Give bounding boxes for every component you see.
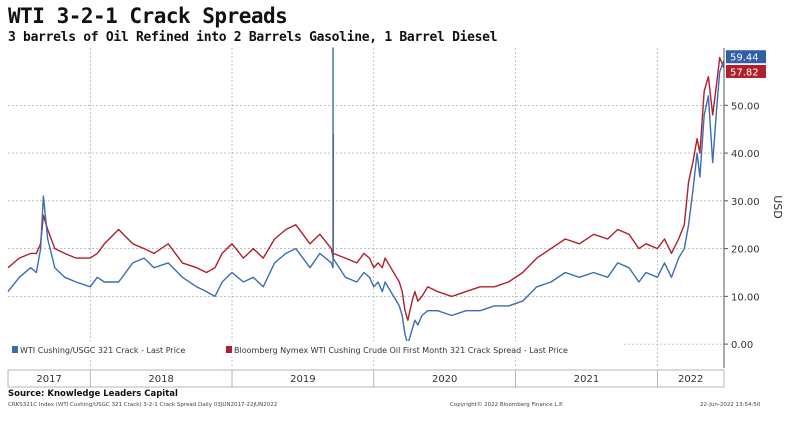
last-value-tags: 59.44 57.82 (726, 50, 766, 78)
footer-timestamp: 22-Jun-2022 13:54:50 (700, 402, 761, 408)
y-tick-label-30: 30.00 (731, 197, 760, 208)
source-note: Source: Knowledge Leaders Capital (8, 389, 178, 399)
last-value-tag-1 (726, 64, 766, 78)
y-tick-label-40: 40.00 (731, 149, 760, 160)
y-tick-label-20: 20.00 (731, 245, 760, 256)
chart-title: WTI 3-2-1 Crack Spreads (8, 4, 288, 28)
x-axis-band (7, 369, 725, 388)
legend-swatch-wti-cushing (12, 346, 18, 353)
last-value-label-1: 57.82 (730, 67, 759, 78)
footer-copyright: Copyright© 2022 Bloomberg Finance L.P. (450, 402, 564, 408)
legend-label-wti-cushing: WTI Cushing/USGC 321 Crack - Last Price (20, 346, 185, 355)
series-lines (7, 47, 725, 345)
y-tick-label-0: 0.00 (731, 340, 753, 351)
x-axis-label-2022: 2022 (678, 374, 703, 385)
series-line-0 (7, 47, 725, 345)
last-value-label-0: 59.44 (730, 53, 759, 64)
legend-label-nymex: Bloomberg Nymex WTI Cushing Crude Oil Fi… (234, 346, 568, 355)
legend-background (8, 341, 622, 357)
x-axis-label-2018: 2018 (148, 374, 173, 385)
y-axis-label: USD (771, 195, 784, 219)
footer-index-description: CRKS321C Index (WTI Cushing/USGC 321 Cra… (8, 402, 278, 408)
y-axis-ticks: 0.00 10.00 20.00 30.00 40.00 50.00 (724, 101, 760, 351)
x-axis-label-2019: 2019 (290, 374, 315, 385)
x-axis-label-2021: 2021 (574, 374, 599, 385)
chart-subtitle: 3 barrels of Oil Refined into 2 Barrels … (8, 30, 498, 45)
y-tick-label-50: 50.00 (731, 101, 760, 112)
legend: WTI Cushing/USGC 321 Crack - Last Price … (8, 341, 622, 357)
last-value-tag-0 (726, 50, 766, 64)
x-axis-label-2017: 2017 (36, 374, 61, 385)
x-axis-years: 2017 2018 2019 2020 2021 2022 (36, 370, 703, 387)
plot-area (8, 48, 724, 368)
series-line-1 (7, 56, 725, 321)
x-axis-label-2020: 2020 (432, 374, 457, 385)
y-tick-label-10: 10.00 (731, 292, 760, 303)
legend-swatch-nymex (226, 346, 232, 353)
